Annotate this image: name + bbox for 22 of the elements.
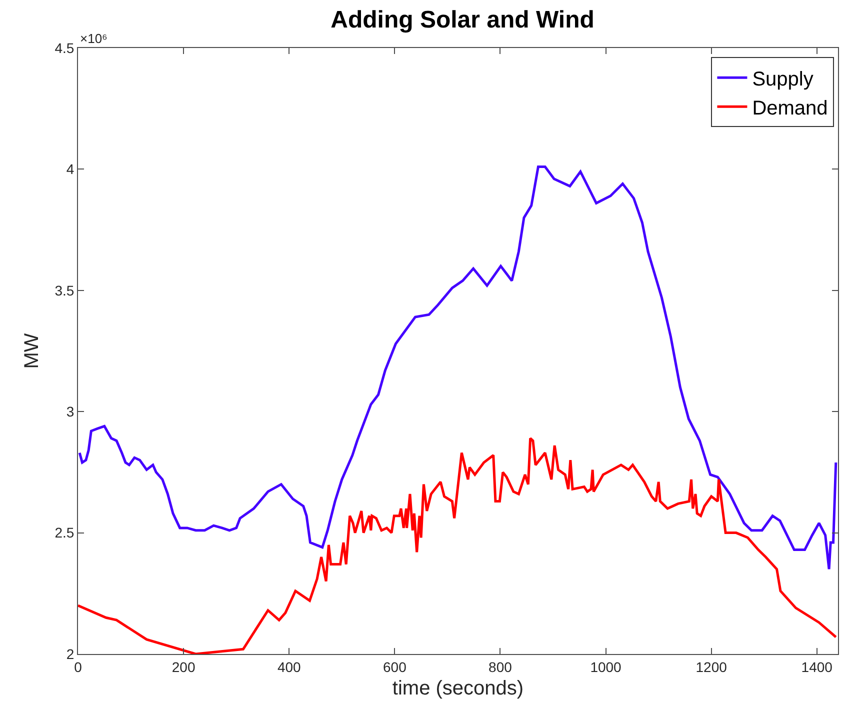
y-tick-label: 4.5 xyxy=(54,40,74,56)
line-series xyxy=(78,437,838,654)
x-tick-label: 600 xyxy=(382,658,407,675)
y-tick-label: 4 xyxy=(66,161,74,178)
legend-label: Demand xyxy=(752,97,828,120)
x-tick-label: 400 xyxy=(277,658,302,675)
y-tick-label: 2 xyxy=(66,646,74,662)
chart-title: Adding Solar and Wind xyxy=(330,6,594,34)
line-series xyxy=(78,166,838,570)
x-tick-label: 800 xyxy=(488,658,512,675)
x-tick-label: 1000 xyxy=(590,658,622,675)
y-axis-title: MW xyxy=(21,333,44,369)
x-tick-label: 200 xyxy=(172,658,196,675)
y-tick-label: 2.5 xyxy=(54,524,74,541)
y-tick-label: 3 xyxy=(66,404,74,420)
legend-label: Supply xyxy=(752,68,814,90)
text: ×10⁶ xyxy=(80,31,108,46)
x-axis-title: time (seconds) xyxy=(392,677,524,700)
x-tick-label: 1400 xyxy=(801,658,833,675)
x-tick-label: 0 xyxy=(74,658,82,675)
y-tick-label: 3.5 xyxy=(54,282,74,298)
x-tick-label: 1200 xyxy=(696,658,728,675)
